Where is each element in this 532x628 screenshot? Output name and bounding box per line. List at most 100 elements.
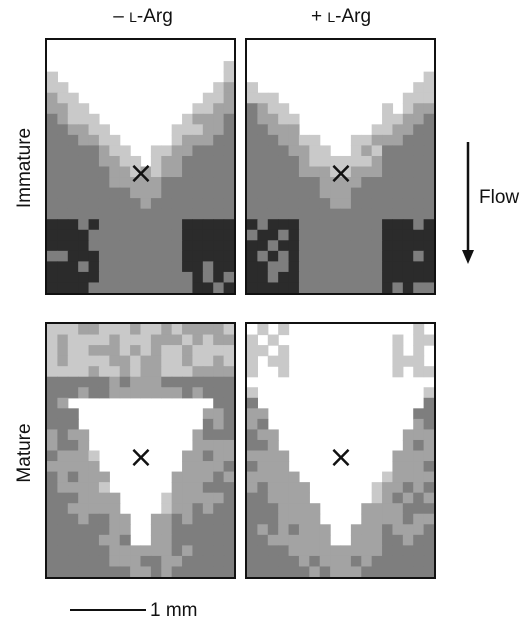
- heatmap-cell: [150, 282, 162, 293]
- heatmap-cell: [57, 261, 69, 273]
- heatmap-cell: [192, 155, 204, 168]
- heatmap-cell: [350, 166, 362, 178]
- heatmap-cell: [223, 355, 234, 367]
- heatmap-cell: [382, 124, 394, 136]
- heatmap-cell: [98, 366, 110, 378]
- heatmap-cell: [213, 219, 225, 231]
- heatmap-cell: [213, 134, 225, 147]
- panel-immature-plus-l-arg: ×: [245, 38, 436, 295]
- heatmap-cell: [182, 261, 194, 273]
- heatmap-cell: [202, 271, 214, 284]
- heatmap-cell: [267, 261, 279, 273]
- heatmap-cell: [202, 471, 214, 483]
- heatmap-cell: [47, 376, 58, 388]
- heatmap-cell: [267, 355, 279, 367]
- heatmap-cell: [88, 366, 100, 378]
- heatmap-cell: [223, 219, 234, 231]
- heatmap-cell: [288, 261, 300, 273]
- heatmap-cell: [257, 418, 269, 431]
- heatmap-cell: [423, 103, 434, 115]
- heatmap-cell: [78, 240, 90, 252]
- heatmap-cell: [392, 177, 404, 189]
- heatmap-cell: [98, 524, 110, 536]
- heatmap-cell: [223, 134, 234, 147]
- heatmap-cell: [413, 471, 425, 483]
- heatmap-cell: [402, 250, 414, 262]
- heatmap-cell: [213, 355, 225, 367]
- heatmap-cell: [119, 271, 131, 284]
- heatmap-cell: [392, 271, 404, 284]
- heatmap-cell: [278, 177, 290, 189]
- heatmap-cell: [223, 250, 234, 262]
- heatmap-cell: [267, 229, 279, 241]
- heatmap-cell: [319, 219, 331, 231]
- heatmap-cell: [140, 229, 152, 241]
- heatmap-cell: [423, 250, 434, 262]
- heatmap-cell: [88, 282, 100, 293]
- heatmap-cell: [171, 534, 183, 546]
- heatmap-cell: [350, 261, 362, 273]
- heatmap-cell: [402, 240, 414, 252]
- heatmap-cell: [423, 429, 434, 441]
- heatmap-cell: [182, 177, 194, 189]
- heatmap-cell: [67, 187, 79, 199]
- heatmap-cell: [392, 282, 404, 293]
- heatmap-cell: [392, 134, 404, 147]
- heatmap-cell: [278, 503, 290, 515]
- heatmap-cell: [67, 534, 79, 546]
- heatmap-cell: [213, 240, 225, 252]
- heatmap-cell: [109, 240, 121, 252]
- heatmap-cell: [298, 187, 310, 199]
- heatmap-cell: [257, 219, 269, 231]
- heatmap-cell: [402, 113, 414, 125]
- heatmap-cell: [150, 177, 162, 189]
- heatmap-cell: [78, 482, 90, 494]
- heatmap-cell: [371, 534, 383, 546]
- heatmap-cell: [140, 282, 152, 293]
- heatmap-cell: [202, 450, 214, 462]
- heatmap-cell: [309, 155, 321, 168]
- heatmap-cell: [182, 229, 194, 241]
- heatmap-cell: [223, 282, 234, 293]
- heatmap-cell: [288, 208, 300, 220]
- heatmap-cell: [309, 555, 321, 568]
- heatmap-cell: [278, 155, 290, 168]
- heatmap-cell: [402, 471, 414, 483]
- heatmap-cell: [109, 387, 121, 399]
- heatmap-cell: [340, 566, 352, 577]
- heatmap-cell: [213, 513, 225, 525]
- heatmap-cell: [423, 240, 434, 252]
- heatmap-cell: [88, 355, 100, 367]
- heatmap-cell: [88, 334, 100, 346]
- heatmap-cell: [288, 503, 300, 515]
- heatmap-cell: [182, 566, 194, 577]
- heatmap-cell: [267, 208, 279, 220]
- heatmap-cell: [392, 250, 404, 262]
- heatmap-cell: [392, 261, 404, 273]
- heatmap-cell: [267, 103, 279, 115]
- heatmap-cell: [267, 566, 279, 577]
- heatmap-cell: [202, 145, 214, 157]
- heatmap-cell: [98, 555, 110, 568]
- heatmap-cell: [288, 124, 300, 136]
- heatmap-cell: [78, 271, 90, 284]
- heatmap-cell: [298, 250, 310, 262]
- heatmap-cell: [202, 418, 214, 431]
- heatmap-cell: [98, 566, 110, 577]
- heatmap-cell: [298, 282, 310, 293]
- heatmap-cell: [57, 524, 69, 536]
- column-header-suffix: -Arg: [335, 6, 372, 27]
- heatmap-cell: [213, 113, 225, 125]
- heatmap-cell: [140, 250, 152, 262]
- heatmap-cell: [98, 134, 110, 147]
- heatmap-cell: [278, 208, 290, 220]
- heatmap-cell: [392, 503, 404, 515]
- heatmap-cell: [340, 271, 352, 284]
- heatmap-cell: [98, 387, 110, 399]
- heatmap-cell: [78, 534, 90, 546]
- heatmap-cell: [98, 482, 110, 494]
- heatmap-cell: [247, 261, 258, 273]
- heatmap-cell: [130, 271, 142, 284]
- heatmap-cell: [257, 513, 269, 525]
- heatmap-cell: [202, 492, 214, 504]
